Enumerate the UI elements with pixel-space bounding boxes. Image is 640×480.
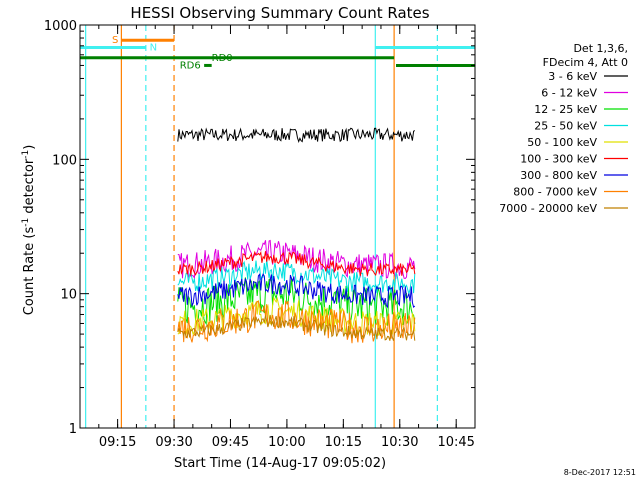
x-tick-label: 10:00	[268, 435, 305, 450]
series-line	[177, 314, 416, 341]
y-tick-label: 1	[69, 422, 77, 437]
series-line	[177, 127, 416, 143]
footer-timestamp: 8-Dec-2017 12:51	[564, 468, 636, 477]
x-tick-label: 09:30	[155, 435, 192, 450]
x-tick-label: 09:15	[99, 435, 136, 450]
series-line	[177, 259, 416, 296]
x-axis-label: Start Time (14-Aug-17 09:05:02)	[174, 456, 386, 471]
y-tick-label: 10	[60, 288, 77, 303]
plot-frame	[79, 24, 476, 429]
legend-entry-label: 300 - 800 keV	[520, 169, 597, 182]
y-tick-label: 100	[52, 153, 77, 168]
y-tick-label: 1000	[44, 19, 77, 34]
legend-header: Det 1,3,6,	[573, 42, 628, 55]
plot-area: S N RD0 RD6	[80, 25, 475, 428]
axes: 1 10 100 1000 09:15 09:30 09:45 10:00 10:15 10:30…	[44, 19, 476, 450]
series-line	[177, 250, 416, 277]
legend-header: FDecim 4, Att 0	[543, 56, 628, 69]
legend-entry-label: 6 - 12 keV	[541, 87, 597, 100]
legend-entry-label: 7000 - 20000 keV	[499, 202, 597, 215]
x-tick-label: 10:45	[437, 435, 474, 450]
legend-entry-label: 3 - 6 keV	[548, 70, 597, 83]
annotation-label: RD6	[180, 60, 201, 71]
x-tick-label: 10:15	[325, 435, 362, 450]
legend-entry-label: 25 - 50 keV	[534, 120, 597, 133]
x-tick-label: 09:45	[212, 435, 249, 450]
y-axis-label: Count Rate (s-1 detector-1)	[21, 145, 37, 316]
legend-entry-label: 50 - 100 keV	[527, 136, 597, 149]
x-tick-label: 10:30	[381, 435, 418, 450]
annotation-label: N	[150, 42, 157, 53]
chart-title: HESSI Observing Summary Count Rates	[130, 4, 429, 22]
series-line	[177, 273, 416, 309]
legend-entry-label: 800 - 7000 keV	[513, 186, 597, 199]
annotation-label: S	[112, 35, 118, 46]
legend-entry-label: 12 - 25 keV	[534, 103, 597, 116]
annotation-label: RD0	[212, 53, 233, 64]
legend: Det 1,3,6,FDecim 4, Att 03 - 6 keV 6 - 12…	[499, 42, 628, 215]
legend-entry-label: 100 - 300 keV	[520, 153, 597, 166]
